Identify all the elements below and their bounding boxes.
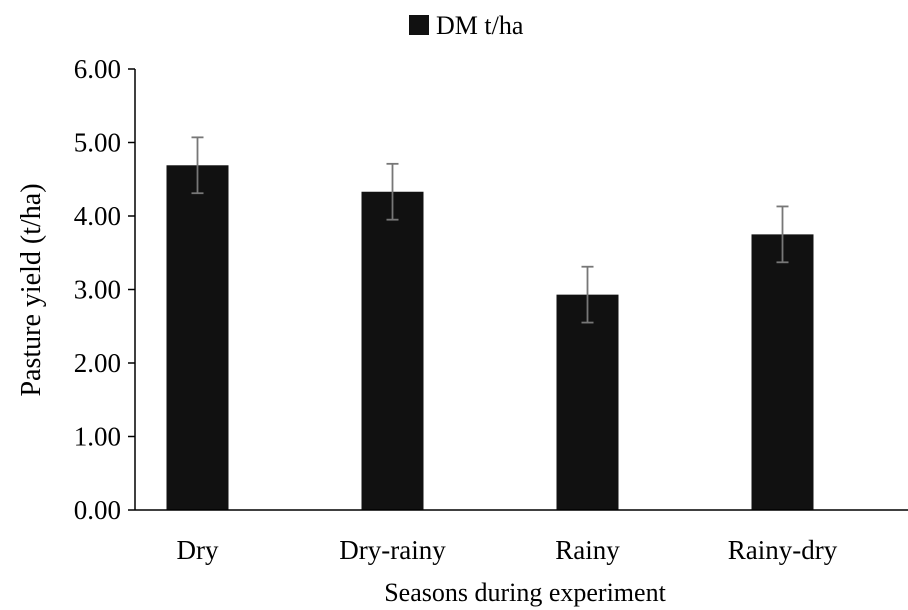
bar-dry bbox=[166, 165, 229, 510]
error-bars bbox=[191, 136, 789, 324]
y-tick-label: 2.00 bbox=[74, 348, 121, 378]
bars bbox=[166, 165, 814, 510]
bar-dry-rainy bbox=[361, 191, 424, 510]
legend-label: DM t/ha bbox=[436, 11, 524, 40]
x-tick-label: Dry-rainy bbox=[339, 535, 446, 565]
y-axis-tick-labels: 0.00 1.00 2.00 3.00 4.00 5.00 6.00 bbox=[74, 54, 121, 525]
x-axis-label: Seasons during experiment bbox=[384, 578, 666, 607]
y-tick-label: 6.00 bbox=[74, 54, 121, 84]
x-tick-label: Rainy-dry bbox=[728, 535, 838, 565]
bar-rainy-dry bbox=[751, 234, 814, 510]
x-axis-tick-labels: Dry Dry-rainy Rainy Rainy-dry bbox=[177, 535, 838, 565]
bar-rainy bbox=[556, 294, 619, 510]
y-tick-label: 0.00 bbox=[74, 495, 121, 525]
x-tick-label: Rainy bbox=[555, 535, 620, 565]
x-tick-label: Dry bbox=[177, 535, 219, 565]
y-axis-label: Pasture yield (t/ha) bbox=[16, 183, 47, 396]
legend: DM t/ha bbox=[409, 11, 524, 40]
y-tick-label: 4.00 bbox=[74, 201, 121, 231]
y-tick-label: 1.00 bbox=[74, 422, 121, 452]
y-axis-tick-marks bbox=[128, 68, 135, 511]
y-tick-label: 5.00 bbox=[74, 128, 121, 158]
legend-swatch bbox=[409, 15, 429, 35]
y-tick-label: 3.00 bbox=[74, 275, 121, 305]
